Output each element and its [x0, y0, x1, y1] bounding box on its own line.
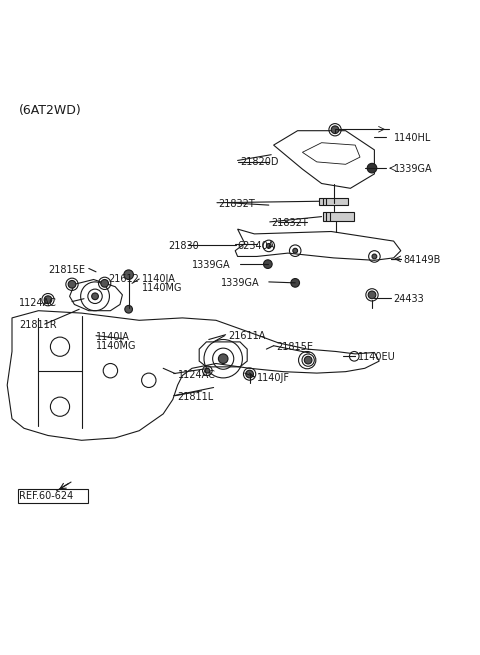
- Text: 1124AC: 1124AC: [178, 369, 216, 379]
- Text: 21612: 21612: [108, 274, 139, 284]
- Text: 84149B: 84149B: [403, 255, 441, 265]
- Circle shape: [304, 356, 312, 364]
- Text: 21811L: 21811L: [178, 392, 214, 402]
- Text: 1339GA: 1339GA: [192, 260, 230, 270]
- Text: 1339GA: 1339GA: [221, 278, 259, 288]
- Text: 21811R: 21811R: [19, 320, 57, 330]
- Circle shape: [367, 163, 377, 173]
- Text: 21832T: 21832T: [218, 198, 255, 209]
- Text: (6AT2WD): (6AT2WD): [19, 104, 82, 117]
- Text: 21820D: 21820D: [240, 157, 278, 167]
- Text: 1140JA: 1140JA: [96, 332, 130, 342]
- Circle shape: [368, 291, 376, 299]
- Text: 21832T: 21832T: [271, 218, 308, 228]
- Text: 1124AC: 1124AC: [19, 297, 57, 308]
- Text: 21815E: 21815E: [276, 342, 313, 352]
- Text: 1339GA: 1339GA: [394, 164, 432, 174]
- Circle shape: [372, 254, 377, 259]
- Circle shape: [291, 278, 300, 287]
- Text: 24433: 24433: [394, 293, 424, 304]
- Circle shape: [266, 244, 271, 248]
- Circle shape: [218, 354, 228, 364]
- Text: 21611A: 21611A: [228, 331, 265, 341]
- Text: 1140MG: 1140MG: [96, 341, 136, 350]
- Text: 21815E: 21815E: [48, 265, 85, 275]
- Circle shape: [246, 370, 253, 378]
- Text: 1140MG: 1140MG: [142, 283, 182, 293]
- Circle shape: [44, 296, 52, 303]
- Text: 1140JF: 1140JF: [257, 373, 290, 383]
- Circle shape: [205, 368, 210, 373]
- Text: 1140HL: 1140HL: [394, 133, 431, 143]
- Circle shape: [101, 280, 108, 287]
- Text: 1140JA: 1140JA: [142, 274, 176, 284]
- Circle shape: [331, 126, 339, 134]
- Circle shape: [68, 280, 76, 288]
- Circle shape: [264, 260, 272, 269]
- Circle shape: [125, 305, 132, 313]
- Text: 62340A: 62340A: [238, 241, 275, 251]
- Text: 1140EU: 1140EU: [358, 352, 396, 362]
- Polygon shape: [319, 198, 348, 205]
- Polygon shape: [323, 212, 354, 221]
- Circle shape: [92, 293, 98, 299]
- Circle shape: [293, 248, 298, 253]
- Text: 21830: 21830: [168, 241, 199, 251]
- Text: REF.60-624: REF.60-624: [19, 491, 73, 502]
- Circle shape: [124, 270, 133, 280]
